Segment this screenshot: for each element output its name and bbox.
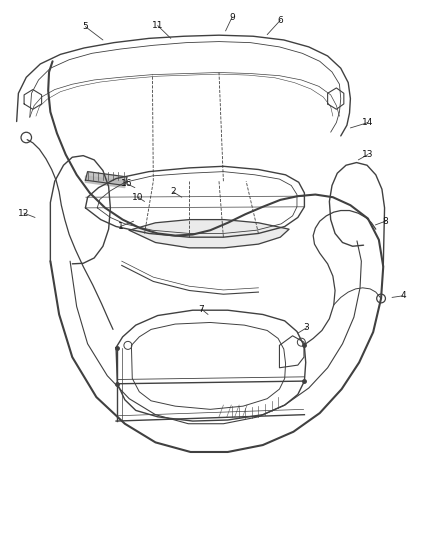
Text: 8: 8 [382, 217, 389, 225]
Text: 3: 3 [304, 324, 310, 332]
Polygon shape [85, 172, 127, 185]
Text: 13: 13 [362, 150, 374, 159]
Text: 12: 12 [18, 209, 30, 217]
Polygon shape [129, 220, 289, 248]
Text: 4: 4 [400, 292, 406, 300]
Text: 16: 16 [121, 180, 133, 188]
Text: 5: 5 [82, 22, 88, 31]
Text: 14: 14 [362, 118, 374, 127]
Text: 10: 10 [132, 193, 144, 201]
Text: 11: 11 [152, 21, 163, 30]
Text: 2: 2 [170, 188, 176, 196]
Text: 6: 6 [277, 16, 283, 25]
Text: 7: 7 [198, 305, 205, 313]
Text: 1: 1 [117, 222, 124, 231]
Text: 9: 9 [229, 13, 235, 21]
Polygon shape [85, 176, 125, 188]
